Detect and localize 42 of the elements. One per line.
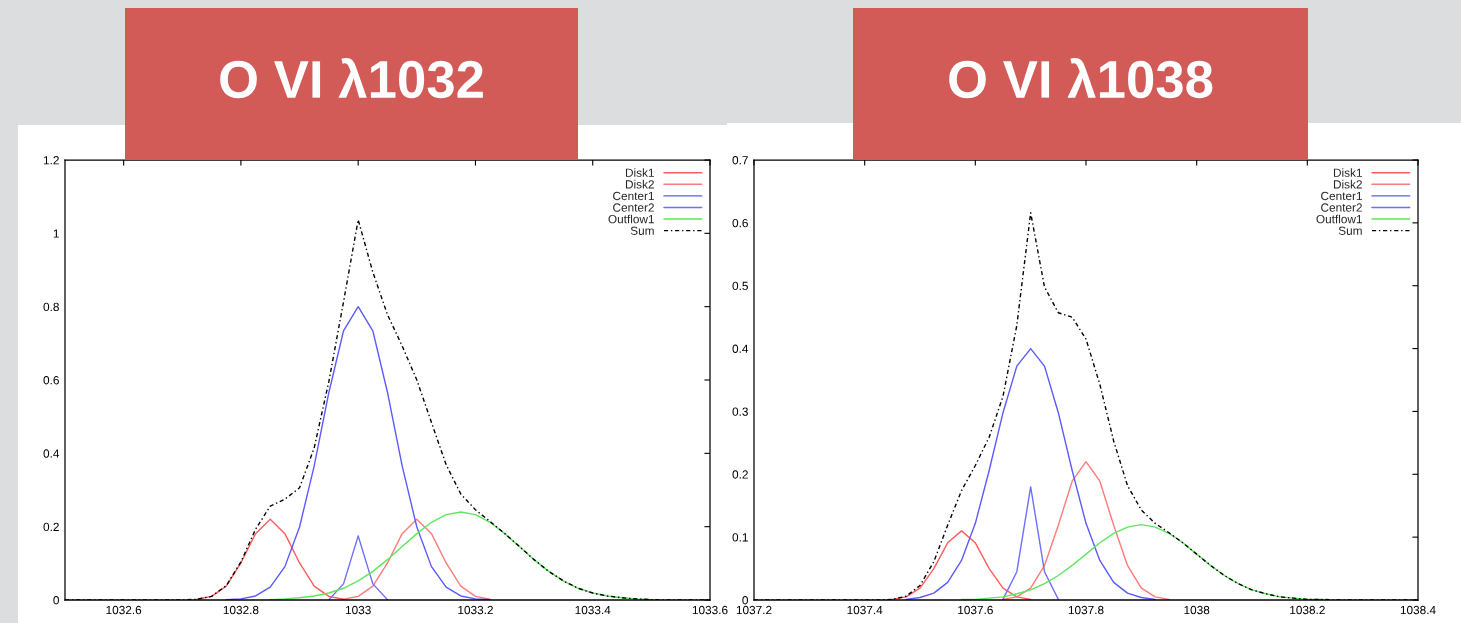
x-tick-label: 1038.4 <box>1400 605 1436 615</box>
legend-label: Disk1 <box>625 168 654 177</box>
y-tick-label: 0.1 <box>732 533 748 542</box>
legend-label: Center2 <box>613 203 654 212</box>
x-tick-label: 1037.8 <box>1068 605 1104 615</box>
chart-title: O VI λ1032 <box>220 58 483 99</box>
legend-label: Disk1 <box>1333 168 1362 177</box>
legend-label: Outflow1 <box>1316 214 1362 224</box>
y-tick-label: 0.6 <box>732 218 748 228</box>
legend-label: Disk2 <box>625 179 654 189</box>
y-tick-label: 0.6 <box>43 376 59 385</box>
y-tick-label: 0 <box>53 596 59 605</box>
x-tick-label: 1037.4 <box>847 605 883 615</box>
y-tick-label: 0.3 <box>732 407 748 416</box>
legend-label: Sum <box>630 226 654 235</box>
legend-label: Disk2 <box>1333 179 1362 189</box>
x-tick-label: 1038 <box>1184 605 1210 615</box>
x-tick-label: 1033.4 <box>575 605 611 615</box>
y-tick-label: 0.5 <box>732 281 748 291</box>
legend-label: Center2 <box>1321 203 1362 212</box>
x-tick-label: 1032.8 <box>223 605 259 615</box>
x-tick-label: 1033.2 <box>458 605 493 615</box>
y-tick-label: 0.7 <box>732 156 748 165</box>
x-tick-label: 1033.6 <box>692 605 728 615</box>
x-tick-label: 1037.6 <box>958 605 993 615</box>
legend-label: Sum <box>1338 226 1362 235</box>
x-tick-label: 1037.2 <box>736 605 772 615</box>
x-tick-label: 1032.6 <box>106 605 142 615</box>
legend-label: Center1 <box>613 191 654 201</box>
y-tick-label: 0.2 <box>732 470 748 479</box>
chart-title: O VI λ1038 <box>949 58 1213 99</box>
x-tick-label: 1038.2 <box>1290 605 1325 615</box>
y-tick-label: 0.8 <box>43 302 59 312</box>
x-tick-label: 1033 <box>345 605 371 615</box>
y-tick-label: 1.2 <box>43 156 59 165</box>
y-tick-label: 0 <box>742 596 748 605</box>
legend-label: Center1 <box>1321 191 1362 201</box>
y-tick-label: 0.2 <box>43 522 59 532</box>
y-tick-label: 0.4 <box>732 344 749 353</box>
y-tick-label: 1 <box>53 229 59 238</box>
legend-label: Outflow1 <box>608 214 654 224</box>
y-tick-label: 0.4 <box>43 449 60 458</box>
